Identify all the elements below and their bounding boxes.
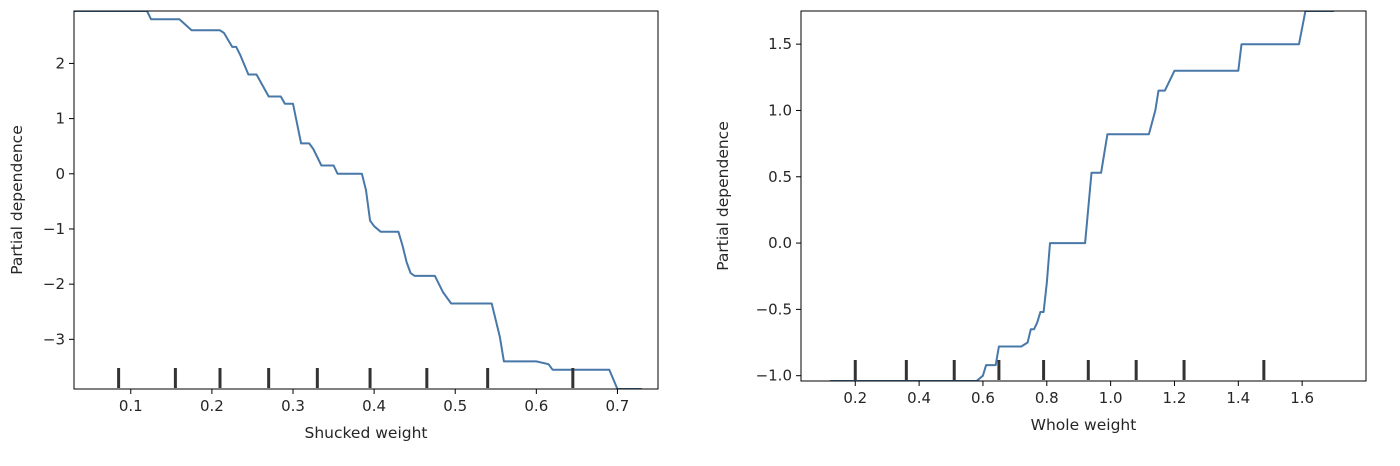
y-tick-label: −1 xyxy=(43,220,65,238)
y-tick-label: −0.5 xyxy=(756,300,792,318)
x-tick-label: 0.4 xyxy=(362,397,386,415)
axes-frame xyxy=(73,10,659,390)
y-tick-label: 1.5 xyxy=(768,35,792,53)
x-tick-label: 0.2 xyxy=(843,389,867,407)
x-tick-label: 0.6 xyxy=(971,389,995,407)
chart-shucked-weight: 0.1 0.2 0.3 0.4 0.5 0.6 0.7 2 1 0 −1 −2 −3 Shucked we… xyxy=(8,10,659,442)
y-tick-label: −3 xyxy=(43,330,65,348)
y-axis-label: Partial dependence xyxy=(714,121,732,270)
y-axis-label: Partial dependence xyxy=(8,125,26,274)
y-tick-label: 0.0 xyxy=(768,234,792,252)
x-axis-label: Whole weight xyxy=(1031,416,1137,434)
x-tick-label: 0.7 xyxy=(606,397,630,415)
x-tick-label: 0.3 xyxy=(281,397,305,415)
y-tick-label: 0 xyxy=(55,165,65,183)
x-tick-label: 1.6 xyxy=(1290,389,1314,407)
x-tick-label: 0.8 xyxy=(1035,389,1059,407)
x-tick-label: 1.4 xyxy=(1226,389,1250,407)
partial-dependence-line xyxy=(74,11,642,389)
y-tick-label: −1.0 xyxy=(756,367,792,385)
x-tick-label: 0.2 xyxy=(200,397,224,415)
partial-dependence-line xyxy=(829,11,1335,381)
chart-whole-weight: 0.2 0.4 0.6 0.8 1.0 1.2 1.4 1.6 1.5 1.0 0.5 0.0 −0.5… xyxy=(714,10,1367,434)
y-tick-label: −2 xyxy=(43,275,65,293)
x-tick-label: 0.1 xyxy=(119,397,143,415)
x-tick-label: 0.6 xyxy=(524,397,548,415)
x-tick-label: 0.5 xyxy=(443,397,467,415)
y-tick-label: 1.0 xyxy=(768,101,792,119)
x-axis-label: Shucked weight xyxy=(305,424,428,442)
axes-frame xyxy=(800,10,1367,382)
y-tick-label: 0.5 xyxy=(768,168,792,186)
y-tick-label: 2 xyxy=(55,54,65,72)
x-tick-label: 0.4 xyxy=(907,389,931,407)
x-tick-label: 1.0 xyxy=(1099,389,1123,407)
x-tick-label: 1.2 xyxy=(1163,389,1187,407)
y-tick-label: 1 xyxy=(55,110,65,128)
